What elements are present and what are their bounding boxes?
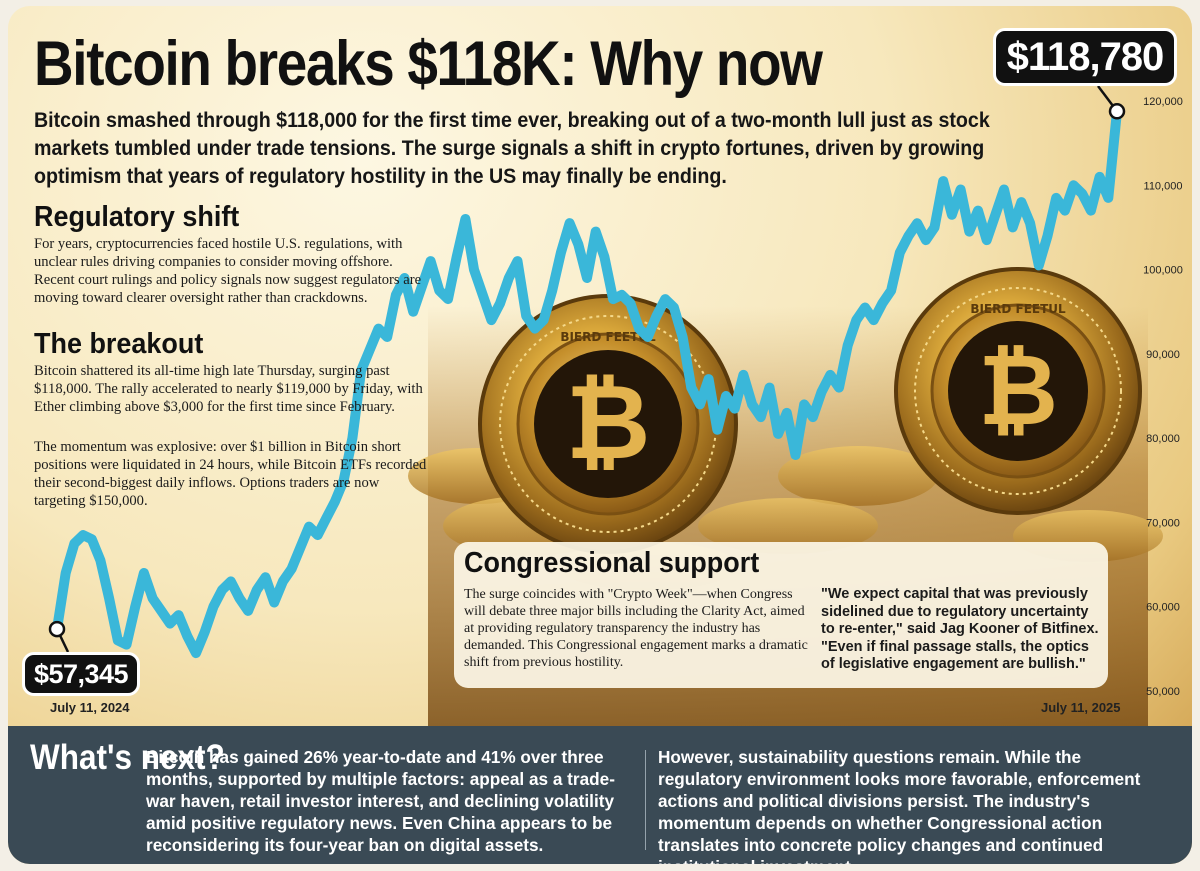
whats-next-heading: What's next? [30, 738, 225, 777]
y-tick-label: 120,000 [1143, 96, 1183, 108]
congress-body: The surge coincides with "Crypto Week"—w… [464, 587, 808, 670]
headline: Bitcoin breaks $118K: Why now [34, 29, 823, 99]
coin-left: ₿ BIERD FEETUL [478, 294, 738, 554]
whats-next-col-1: Bitcoin has gained 26% year-to-date and … [146, 747, 615, 855]
y-tick-label: 110,000 [1144, 180, 1183, 192]
y-tick-label: 80,000 [1146, 433, 1180, 445]
coin-right-text: BIERD FEETUL [970, 302, 1066, 316]
regulatory-heading: Regulatory shift [34, 201, 240, 233]
congress-quote: "We expect capital that was previously s… [821, 586, 1099, 673]
y-tick-label: 70,000 [1146, 517, 1180, 529]
column-divider [645, 750, 646, 850]
y-tick-label: 100,000 [1143, 265, 1183, 277]
end-price-label: $118,780 [993, 28, 1177, 86]
whats-next-col-2: However, sustainability questions remain… [658, 747, 1141, 864]
y-tick-label: 60,000 [1146, 602, 1180, 614]
congressional-support-box: Congressional support The surge coincide… [454, 542, 1108, 688]
end-point-marker [1108, 103, 1126, 120]
price-chart: 50,000 60,000 70,000 80,000 90,000 100,000 110… [48, 85, 1183, 698]
y-axis: 50,000 60,000 70,000 80,000 90,000 100,000 110… [1143, 96, 1183, 698]
x-start-date-label: July 11, 2024 [50, 700, 130, 715]
breakout-body-1: Bitcoin shattered its all-time high late… [34, 363, 423, 415]
breakout-heading: The breakout [34, 328, 204, 360]
y-tick-label: 50,000 [1146, 686, 1180, 698]
y-tick-label: 90,000 [1146, 349, 1180, 361]
start-point-marker [48, 620, 66, 638]
regulatory-body: For years, cryptocurrencies faced hostil… [34, 236, 422, 306]
deck-paragraph: Bitcoin smashed through $118,000 for the… [34, 109, 990, 188]
infographic-card: ₿ BIERD FEETUL ₿ BIERD FEETUL 50,000 60,0… [8, 6, 1192, 864]
price-line-series [52, 106, 1122, 659]
congress-heading: Congressional support [464, 547, 760, 579]
coin-right: ₿ BIERD FEETUL [894, 267, 1142, 515]
breakout-body-2: The momentum was explosive: over $1 bill… [34, 439, 427, 509]
svg-text:₿: ₿ [978, 334, 1058, 448]
start-price-label: $57,345 [22, 652, 140, 696]
svg-text:₿: ₿ [566, 361, 651, 483]
x-end-date-label: July 11, 2025 [1041, 700, 1121, 715]
coin-left-text: BIERD FEETUL [560, 330, 656, 344]
whats-next-panel: What's next? Bitcoin has gained 26% year… [8, 726, 1192, 864]
